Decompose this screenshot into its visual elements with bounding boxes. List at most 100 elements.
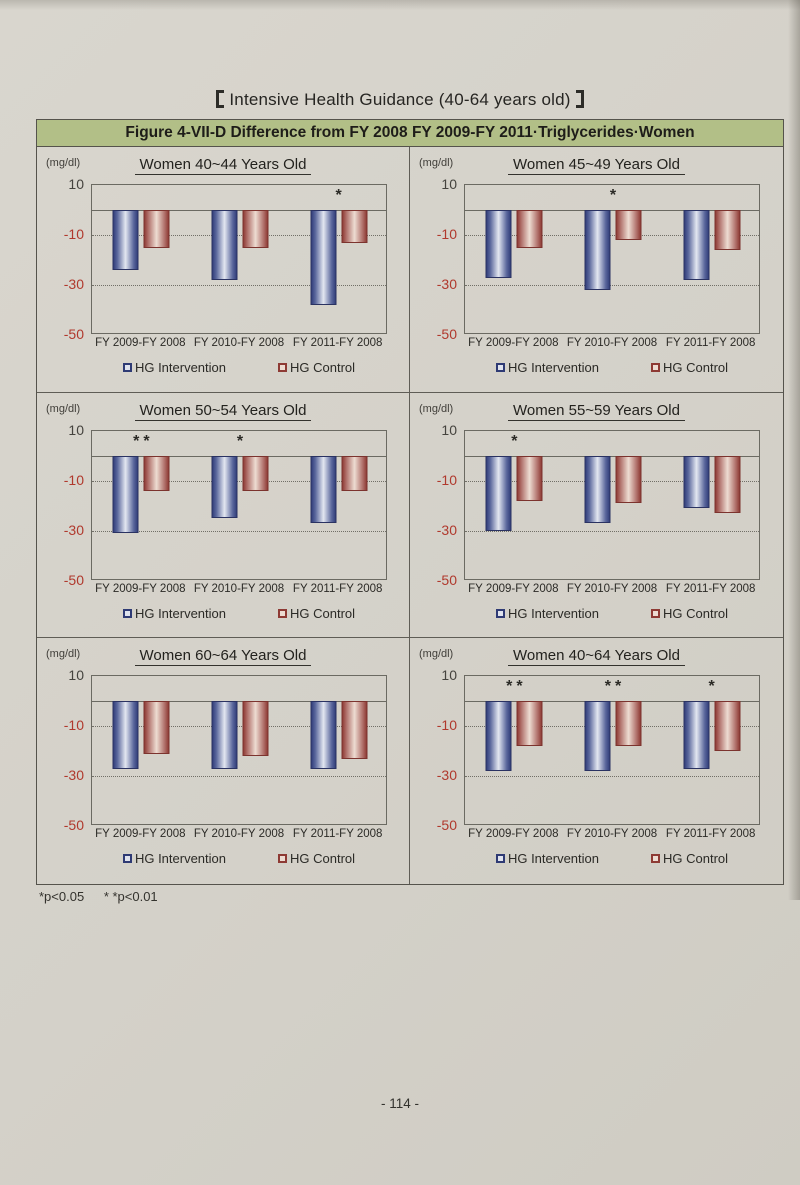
zero-baseline bbox=[92, 210, 386, 211]
zero-baseline bbox=[92, 455, 386, 457]
y-tick-label: -10 bbox=[436, 471, 457, 488]
legend-item-control: HG Control bbox=[651, 851, 728, 866]
bar-pair bbox=[211, 701, 269, 769]
legend-item-control: HG Control bbox=[278, 606, 355, 621]
x-category-label: FY 2010-FY 2008 bbox=[566, 828, 658, 841]
gridline bbox=[465, 530, 759, 532]
chart-header: (mg/dl) Women 40~64 Years Old bbox=[410, 647, 783, 669]
gridline bbox=[465, 726, 759, 728]
chart-title: Women 60~64 Years Old bbox=[134, 647, 312, 667]
bar-group: ** bbox=[465, 676, 564, 824]
y-tick-label: -30 bbox=[63, 521, 84, 538]
bar-intervention bbox=[112, 455, 139, 534]
x-category-label: FY 2009-FY 2008 bbox=[95, 337, 186, 349]
bar-group: ** bbox=[92, 431, 191, 579]
y-tick-label: 10 bbox=[441, 421, 457, 438]
bar-pair bbox=[485, 455, 543, 531]
bar-intervention bbox=[310, 210, 337, 305]
x-category-label: FY 2010-FY 2008 bbox=[566, 337, 658, 349]
bar-intervention bbox=[211, 210, 238, 280]
control-swatch-icon bbox=[651, 854, 660, 864]
significance-marker: ** bbox=[133, 432, 154, 450]
x-category-label: FY 2010-FY 2008 bbox=[566, 582, 658, 595]
scan-top-shadow bbox=[0, 0, 800, 10]
intervention-swatch-icon bbox=[495, 608, 505, 618]
x-category-label: FY 2011-FY 2008 bbox=[665, 582, 756, 595]
bar-pair bbox=[485, 701, 543, 772]
footnote-p001: * *p<0.01 bbox=[103, 889, 158, 904]
axis-unit-label: (mg/dl) bbox=[419, 648, 454, 661]
bar-pair bbox=[112, 455, 170, 534]
significance-marker: * bbox=[511, 432, 522, 450]
gridline bbox=[92, 235, 386, 236]
y-tick-label: -30 bbox=[436, 276, 457, 292]
category-row: FY 2009-FY 2008 FY 2010-FY 2008 FY 2011-FY… bbox=[464, 583, 760, 595]
bar-control bbox=[143, 210, 170, 248]
bar-control bbox=[341, 210, 368, 243]
bar-group bbox=[289, 431, 388, 579]
bar-pair bbox=[112, 701, 170, 769]
legend: HG Intervention HG Control bbox=[464, 360, 760, 375]
control-swatch-icon bbox=[278, 363, 287, 372]
x-category-label: FY 2009-FY 2008 bbox=[468, 582, 559, 595]
bar-intervention bbox=[683, 701, 710, 769]
chart-header: (mg/dl) Women 50~54 Years Old bbox=[37, 402, 409, 424]
plot-area: 10 -10 -30 -50 * bbox=[437, 176, 761, 342]
legend-item-intervention: HG Intervention bbox=[122, 605, 226, 621]
plot-area: 10 -10 -30 -50 bbox=[64, 667, 388, 833]
y-tick-label: -50 bbox=[63, 326, 84, 342]
legend-label-intervention: HG Intervention bbox=[134, 605, 226, 621]
y-tick-label: -50 bbox=[436, 326, 457, 342]
gridline bbox=[92, 285, 386, 286]
significance-marker: * bbox=[236, 432, 248, 450]
legend-label-control: HG Control bbox=[290, 605, 356, 621]
legend-label-control: HG Control bbox=[290, 851, 356, 867]
legend-label-intervention: HG Intervention bbox=[134, 851, 226, 867]
significance-footnote: *p<0.05 * *p<0.01 bbox=[39, 889, 174, 904]
y-tick-label: -30 bbox=[436, 767, 457, 784]
bar-group bbox=[662, 185, 761, 333]
control-swatch-icon bbox=[651, 363, 660, 372]
significance-marker: * bbox=[708, 678, 719, 696]
chart-panel: (mg/dl) Women 60~64 Years Old 10 -10 -30 -5… bbox=[37, 638, 410, 884]
control-swatch-icon bbox=[651, 608, 660, 618]
x-category-label: FY 2011-FY 2008 bbox=[292, 337, 383, 349]
bar-intervention bbox=[485, 455, 512, 531]
plot-area: 10 -10 -30 -50 * bbox=[437, 422, 760, 588]
bar-pair bbox=[310, 701, 368, 769]
x-category-label: FY 2009-FY 2008 bbox=[468, 337, 559, 349]
bar-group: ** bbox=[564, 676, 663, 824]
zero-baseline bbox=[465, 455, 759, 457]
chart-panel: (mg/dl) Women 45~49 Years Old 10 -10 -30 -5… bbox=[410, 147, 783, 393]
intervention-swatch-icon bbox=[122, 854, 132, 864]
bar-pair bbox=[112, 210, 170, 270]
chart-panel: (mg/dl) Women 40~64 Years Old 10 -10 -30 -5… bbox=[410, 638, 783, 884]
bar-intervention bbox=[211, 455, 238, 519]
gridline bbox=[465, 285, 759, 286]
control-swatch-icon bbox=[278, 608, 287, 618]
document-header-title: Intensive Health Guidance (40-64 years o… bbox=[229, 90, 571, 109]
legend-label-control: HG Control bbox=[663, 851, 729, 867]
legend: HG Intervention HG Control bbox=[91, 851, 387, 866]
bar-control bbox=[341, 701, 368, 759]
bar-pair bbox=[584, 701, 642, 772]
figure-title-bar: Figure 4-VII-D Difference from FY 2008 F… bbox=[37, 120, 783, 147]
y-tick-label: 10 bbox=[68, 667, 84, 684]
chart-panel: (mg/dl) Women 50~54 Years Old 10 -10 -30 -5… bbox=[37, 392, 410, 639]
x-category-label: FY 2010-FY 2008 bbox=[193, 337, 285, 349]
bar-control bbox=[516, 455, 543, 501]
zero-baseline bbox=[92, 701, 386, 703]
legend: HG Intervention HG Control bbox=[464, 851, 760, 866]
legend-item-intervention: HG Intervention bbox=[122, 360, 226, 375]
y-tick-label: 10 bbox=[441, 667, 457, 684]
bar-control bbox=[714, 210, 741, 250]
chart-title: Women 45~49 Years Old bbox=[508, 156, 685, 175]
category-row: FY 2009-FY 2008 FY 2010-FY 2008 FY 2011-FY… bbox=[91, 828, 387, 840]
y-tick-label: -10 bbox=[63, 717, 84, 734]
gridline bbox=[465, 480, 759, 482]
bar-control bbox=[242, 455, 269, 491]
bar-group bbox=[289, 676, 388, 824]
bar-control bbox=[516, 210, 543, 248]
y-tick-label: -10 bbox=[436, 717, 457, 734]
control-swatch-icon bbox=[278, 854, 287, 864]
